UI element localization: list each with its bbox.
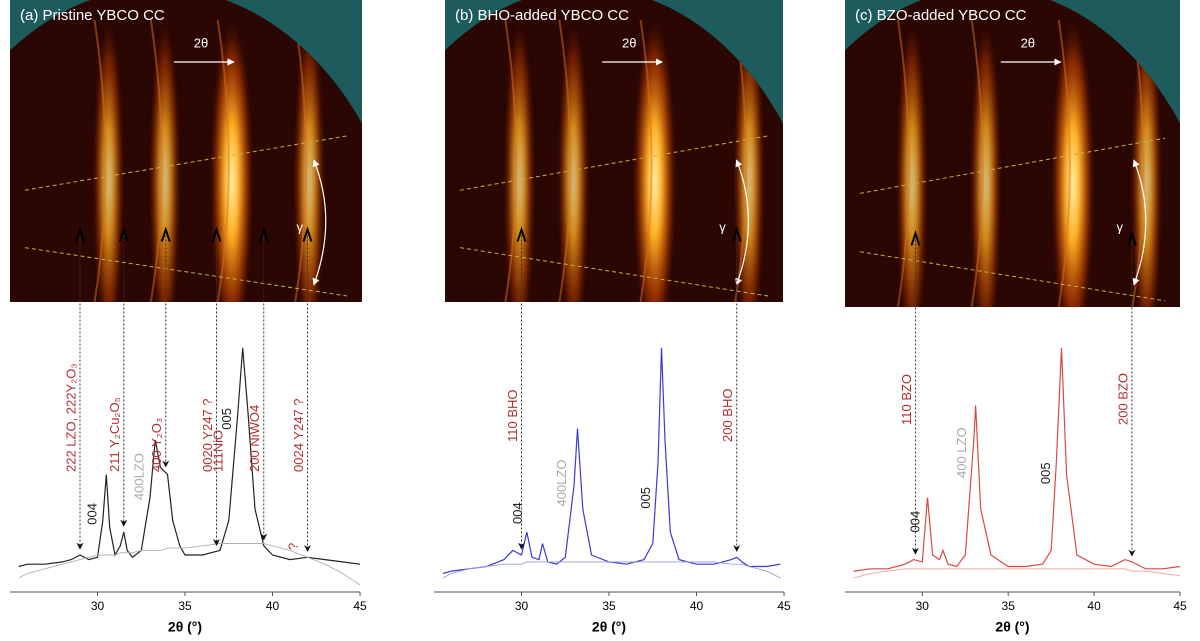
peak-label: 005 (1038, 462, 1053, 484)
x-tick-label: 35 (1002, 599, 1016, 613)
image-title: (a) Pristine YBCO CC (20, 7, 165, 24)
x-tick-label: 40 (690, 599, 704, 613)
x-axis-label: 2θ (°) (168, 619, 202, 635)
image-2theta-label: 2θ (1021, 35, 1035, 50)
image-caret (910, 230, 921, 246)
x-axis-label: 2θ (°) (592, 619, 626, 635)
diffraction-streak (150, 15, 180, 302)
x-axis-label: 2θ (°) (995, 619, 1029, 635)
peak-label: ? (286, 543, 301, 550)
gamma-guide (859, 137, 1166, 194)
image-caret (118, 226, 129, 242)
detector-image (845, 0, 1180, 307)
diffraction-arc (639, 19, 653, 302)
diffraction-streak (971, 15, 1001, 307)
image-2theta-label: 2θ (622, 35, 636, 50)
gamma-guide (459, 247, 769, 297)
detector-disk (10, 0, 362, 302)
diffraction-streak (1051, 15, 1094, 307)
x-tick-label: 30 (515, 599, 529, 613)
diffraction-arc (216, 19, 230, 302)
diffraction-streak (504, 15, 535, 302)
x-tick-label: 40 (266, 599, 280, 613)
diffraction-arc (970, 19, 984, 307)
x-tick-label: 45 (777, 599, 791, 613)
detector-disk (445, 0, 783, 302)
diffraction-arc (149, 19, 163, 302)
diffraction-arc (558, 19, 572, 302)
image-caret (258, 226, 269, 242)
detector-image (10, 0, 362, 302)
x-tick-label: 45 (1173, 599, 1187, 613)
image-caret (75, 226, 85, 242)
x-tick-label: 35 (602, 599, 616, 613)
image-2theta-label: 2θ (194, 35, 208, 50)
image-caret (211, 226, 222, 242)
image-caret (1126, 230, 1137, 246)
peak-label: 111NiO (210, 430, 225, 472)
diffraction-arc (93, 19, 107, 302)
peak-label: 222 LZO, 222Y₂O₃ (63, 363, 78, 472)
image-caret (516, 226, 527, 242)
peak-label: 110 BZO (899, 374, 914, 425)
background-curve (442, 561, 781, 579)
x-tick-label: 35 (178, 599, 192, 613)
image-title: (c) BZO-added YBCO CC (855, 7, 1027, 24)
diffraction-streak (93, 15, 124, 302)
peak-label: 004 (510, 502, 525, 524)
x-tick-label: 30 (916, 599, 930, 613)
image-gamma-arrow (735, 159, 750, 286)
peak-label: 400 LZO (954, 427, 969, 478)
peak-label: 200 NiWO4 (247, 405, 262, 472)
diffraction-arc (897, 19, 910, 307)
x-tick-label: 45 (353, 599, 367, 613)
image-gamma-label: γ (297, 219, 304, 234)
peak-label: 0020 Y247 ? (200, 399, 215, 473)
peak-label: 0024 Y247 ? (291, 399, 306, 473)
x-tick-label: 30 (91, 599, 105, 613)
image-gamma-label: γ (1117, 219, 1124, 234)
diffraction-streak (210, 15, 253, 302)
diffraction-pattern (442, 347, 781, 574)
image-caret (731, 226, 742, 242)
diffraction-arc (1057, 19, 1071, 307)
peak-label: 400LZO (554, 460, 569, 507)
gamma-guide (859, 251, 1166, 302)
diffraction-streak (294, 15, 324, 302)
x-tick-label: 40 (1087, 599, 1101, 613)
diffraction-streak (558, 15, 589, 302)
diffraction-pattern (853, 347, 1181, 572)
diffraction-arc (504, 19, 518, 302)
gamma-guide (24, 135, 348, 191)
peak-label: 211 Y₂Cu₂O₅ (107, 397, 122, 472)
peak-label: 200 BHO (720, 389, 735, 442)
image-gamma-arrow (312, 159, 327, 286)
background-curve (18, 543, 361, 586)
peak-label: 110 BHO (505, 389, 520, 442)
peak-label: 200 BZO (1115, 373, 1130, 425)
image-gamma-arrow (1132, 159, 1147, 286)
peak-label: 005 (638, 487, 653, 509)
background-curve (853, 568, 1181, 579)
peak-label: 004 (84, 503, 99, 525)
disk-fill (445, 0, 783, 302)
peak-label: 400LZO (132, 453, 147, 500)
image-caret (302, 226, 313, 242)
diffraction-arc (294, 19, 308, 302)
detector-disk (845, 0, 1180, 307)
image-title: (b) BHO-added YBCO CC (455, 7, 629, 24)
peak-label: 005 (219, 408, 234, 430)
detector-image (445, 0, 783, 302)
peak-label: 400 Y₂O₃ (149, 418, 164, 472)
peak-label: 004 (907, 511, 922, 533)
gamma-guide (24, 247, 348, 297)
gamma-guide (459, 135, 769, 191)
image-caret (160, 226, 171, 242)
diffraction-streak (633, 15, 676, 302)
image-gamma-label: γ (719, 219, 726, 234)
